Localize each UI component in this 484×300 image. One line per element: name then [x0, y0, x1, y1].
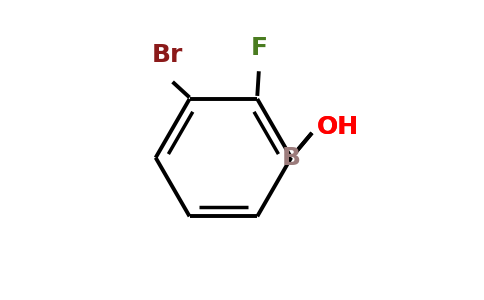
Text: F: F — [250, 37, 267, 61]
Text: OH: OH — [317, 115, 359, 139]
Text: OH: OH — [317, 115, 359, 139]
Text: Br: Br — [151, 43, 183, 67]
Text: B: B — [282, 146, 301, 170]
